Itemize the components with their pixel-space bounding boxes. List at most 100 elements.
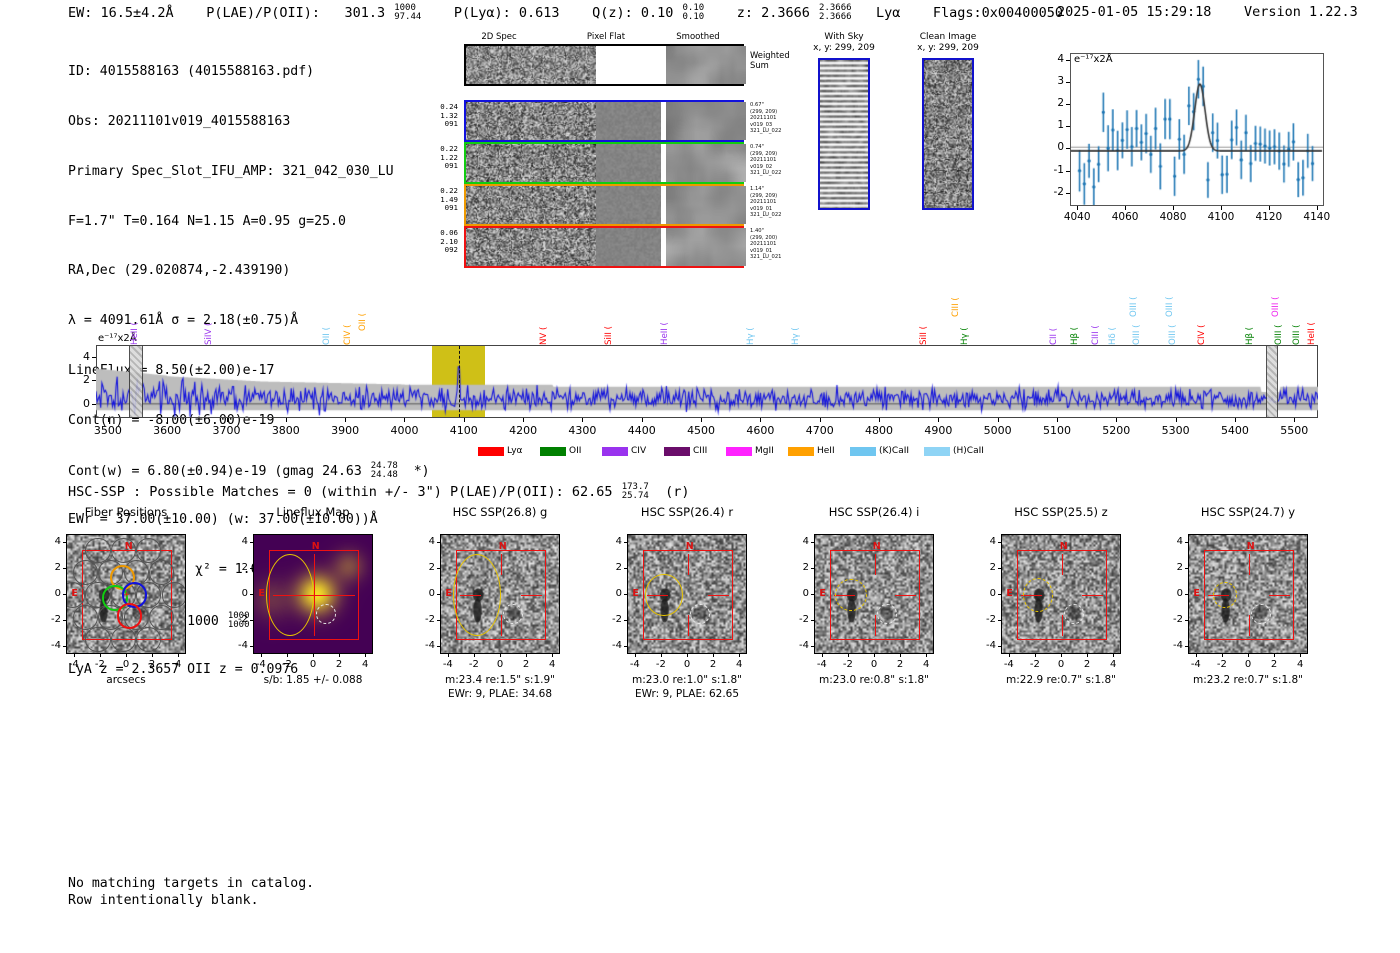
cutout-x-tick	[847, 654, 849, 657]
cutout-image[interactable]	[1188, 534, 1308, 654]
sky-image-canvas	[924, 60, 972, 208]
x-tick-label: 4080	[1159, 211, 1187, 223]
cutout-x-tick-label: -4	[68, 659, 79, 670]
secondary-ellipse	[1250, 604, 1272, 625]
cutout-x-tick	[178, 654, 180, 657]
cutout-title: Lineflux Map	[276, 505, 350, 519]
cutout-y-tick	[250, 567, 253, 569]
cutout-x-tick	[1274, 654, 1276, 657]
ion-label: OIII (	[1164, 296, 1175, 317]
cutout-image[interactable]	[627, 534, 747, 654]
cutout-title: HSC SSP(26.4) i	[828, 505, 920, 519]
cutout-image[interactable]: +	[66, 534, 186, 654]
cutout-x-tick	[900, 654, 902, 657]
cutout-image[interactable]	[253, 534, 373, 654]
spectrum-x-tick-label: 5200	[1102, 424, 1131, 437]
masked-region	[1265, 346, 1279, 417]
cutout-y-tick-label: -4	[51, 640, 61, 652]
ion-label: SiII (	[604, 326, 615, 345]
fiber-circle	[85, 627, 111, 653]
weighted-sum-label: Weighted Sum	[750, 50, 790, 70]
east-label: E	[1193, 588, 1200, 599]
cutout-x-tick-label: -2	[468, 659, 479, 670]
fiber-smoothed	[666, 144, 746, 182]
fiber-meta: 0.74" (299, 209) 20211101 v019_02 321_LU…	[750, 144, 782, 177]
legend-swatch	[540, 446, 566, 456]
y-tick-label: -2	[1053, 185, 1064, 198]
emission-plot-data	[1071, 54, 1323, 205]
header-z-lo: 2.3666	[819, 12, 852, 22]
ion-label: OIII (	[1167, 324, 1178, 345]
header-line-id: Lyα	[875, 5, 901, 21]
aperture-square	[1204, 550, 1294, 640]
info-cont-w-pre: Cont(w) = 6.80(±0.94)e-19 (gmag 24.63	[68, 464, 362, 480]
spectrum-x-tick	[997, 418, 999, 422]
sky-image-title: With Sky	[824, 32, 864, 42]
cutout-x-tick	[99, 654, 101, 657]
cutout-canvas	[1189, 535, 1307, 653]
fiber-2dspec	[466, 228, 596, 266]
cutout-y-tick	[437, 646, 440, 648]
cutout-y-tick-label: 4	[428, 535, 435, 547]
info-spec-slot: Primary Spec_Slot_IFU_AMP: 321_042_030_L…	[68, 163, 394, 179]
cutout-x-tick	[365, 654, 367, 657]
cutout-x-tick	[874, 654, 875, 657]
cutout-y-tick-label: -2	[986, 614, 996, 626]
cutout-y-tick	[811, 646, 814, 648]
cutout-x-tick-label: 0	[1057, 659, 1065, 670]
info-id: ID: 4015588163 (4015588163.pdf)	[68, 64, 315, 80]
spectrum-x-tick	[582, 418, 584, 422]
cutout-image[interactable]	[1001, 534, 1121, 654]
spec2d-title-pixelflat: Pixel Flat	[586, 32, 626, 42]
source-ellipse	[835, 578, 867, 612]
spectrum-x-tick	[879, 418, 881, 422]
cutout-y-tick-label: 2	[615, 561, 622, 573]
cutout-image[interactable]	[440, 534, 560, 654]
ion-label: Hγ (	[790, 327, 801, 345]
cutout-x-tick	[687, 654, 688, 657]
spectrum-x-tick-label: 5500	[1280, 424, 1309, 437]
cutout-y-tick-label: 4	[1176, 535, 1183, 547]
weighted-sum-row	[464, 44, 746, 86]
ion-label: CIV (	[1197, 324, 1208, 346]
sky-and-clean-images: With Sky x, y: 299, 209 Clean Image x, y: 2…	[813, 32, 1018, 252]
cutout-y-tick	[624, 646, 627, 648]
cutout-x-tick-label: 0	[1244, 659, 1252, 670]
source-ellipse	[1023, 578, 1053, 612]
cutout-y-tick-label: -2	[799, 614, 809, 626]
x-tick	[1125, 206, 1127, 210]
emission-line-fit-plot: 4040 4060 4080 4100 4120 4140 -2 -1 0 1 2 3 4 e⁻¹⁷x2Å	[1036, 47, 1331, 230]
spectrum-legend-item: (H)CaII	[924, 446, 984, 456]
lineflux-crosshair	[254, 535, 372, 653]
cutout-image[interactable]	[814, 534, 934, 654]
cutout-x-tick	[552, 654, 554, 657]
cutout-y-tick	[63, 541, 66, 543]
legend-label: OII	[569, 446, 582, 456]
weighted-sum-smoothed	[666, 46, 746, 84]
fiber-weights: 0.24 1.32 091	[440, 102, 458, 129]
legend-swatch	[664, 446, 690, 456]
cutout-x-tick	[526, 654, 528, 657]
cutout-caption: m:23.0 re:1.0" s:1.8"	[632, 674, 742, 686]
fiber-circle	[136, 537, 162, 563]
secondary-ellipse	[689, 604, 711, 625]
fiber-pixelflat	[596, 186, 666, 224]
cutout-y-tick-label: -4	[986, 640, 996, 652]
fiber-pixelflat	[596, 102, 666, 140]
cutout-y-tick	[811, 541, 814, 543]
spectrum-x-tick-label: 4300	[568, 424, 597, 437]
cutout-y-tick-label: 2	[241, 561, 248, 573]
source-ellipse	[453, 554, 501, 636]
cutout-x-tick-label: 4	[548, 659, 556, 670]
legend-swatch	[850, 446, 876, 456]
header-plae-hi: 1000	[394, 3, 416, 13]
fiber-circle	[148, 559, 175, 586]
header-timestamp-version: 2025-01-05 15:29:18 Version 1.22.3	[1057, 4, 1358, 20]
cutout-y-tick	[437, 594, 440, 595]
ion-label: OIII (	[1292, 324, 1303, 345]
fiber-smoothed	[666, 102, 746, 140]
east-label: E	[1006, 588, 1013, 599]
x-tick-label: 4060	[1111, 211, 1139, 223]
cutout-panel: HSC SSP(26.4) r N E -4 -4 -2 -2 0 0 2 2 4 4 m:23.0 re…	[581, 505, 793, 735]
bottom-note: No matching targets in catalog. Row inte…	[68, 876, 315, 908]
